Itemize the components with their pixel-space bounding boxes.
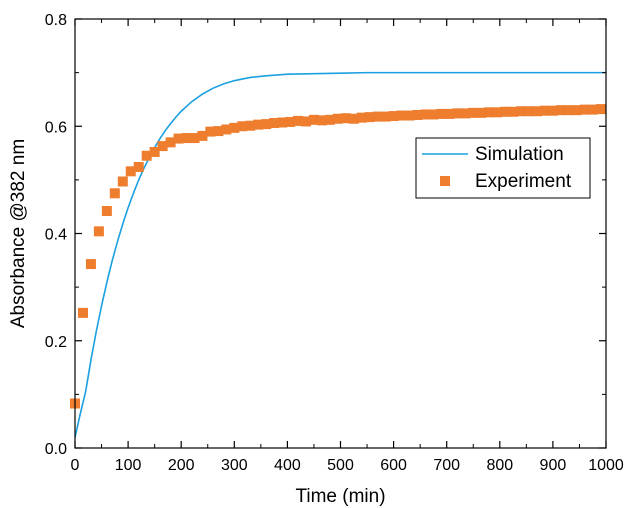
experiment-data-point <box>396 110 407 121</box>
experiment-data-point <box>412 109 423 120</box>
legend-experiment-marker <box>440 176 450 186</box>
x-tick-label: 0 <box>71 457 80 474</box>
experiment-data-point <box>436 108 447 119</box>
experiment-data-point <box>332 113 343 124</box>
experiment-data-point <box>452 108 463 119</box>
experiment-data-point <box>157 141 168 152</box>
experiment-data-point <box>125 166 136 177</box>
legend-experiment-label: Experiment <box>475 171 572 192</box>
experiment-data-point <box>93 226 104 237</box>
experiment-data-point <box>516 106 527 117</box>
experiment-data-point <box>364 112 375 123</box>
experiment-data-point <box>492 107 503 118</box>
experiment-data-point <box>197 130 208 141</box>
x-tick-label: 400 <box>274 457 301 474</box>
experiment-data-point <box>213 126 224 137</box>
experiment-data-point <box>372 111 383 122</box>
experiment-data-point <box>563 105 574 116</box>
experiment-data-point <box>547 105 558 116</box>
experiment-data-point <box>500 106 511 117</box>
simulation-series-line <box>74 71 606 438</box>
experiment-data-point <box>237 121 248 132</box>
experiment-data-point <box>149 146 160 157</box>
experiment-data-point <box>189 133 200 144</box>
x-tick-label: 200 <box>168 457 195 474</box>
x-tick-label: 900 <box>540 457 567 474</box>
experiment-data-point <box>293 115 304 126</box>
experiment-data-point <box>308 114 319 125</box>
legend: Simulation Experiment <box>415 137 591 199</box>
plot-frame <box>74 18 607 449</box>
experiment-data-point <box>181 133 192 144</box>
experiment-data-point <box>269 118 280 129</box>
experiment-data-point <box>133 162 144 172</box>
experiment-data-point <box>579 104 590 115</box>
experiment-data-point <box>85 259 96 270</box>
experiment-data-point <box>484 107 495 118</box>
experiment-data-point <box>356 112 367 123</box>
experiment-data-point <box>340 113 351 124</box>
experiment-data-point <box>221 124 232 135</box>
experiment-data-point <box>101 205 112 216</box>
experiment-data-point <box>77 307 88 318</box>
y-tick-label: 0.4 <box>45 227 67 244</box>
experiment-data-point <box>476 107 487 118</box>
experiment-data-point <box>524 106 534 117</box>
experiment-data-point <box>444 108 455 119</box>
experiment-data-point <box>109 188 120 199</box>
experiment-data-point <box>468 107 479 118</box>
experiment-data-point <box>229 122 240 133</box>
y-tick-label: 0.8 <box>45 12 67 29</box>
experiment-data-point <box>285 116 296 127</box>
experiment-data-point <box>428 109 439 120</box>
plot-marks <box>70 71 606 438</box>
experiment-data-point <box>531 106 542 117</box>
experiment-data-point <box>404 110 415 121</box>
x-axis-title: Time (min) <box>295 486 385 507</box>
x-tick-label: 500 <box>327 457 354 474</box>
experiment-data-point <box>277 117 288 128</box>
x-tick-label: 700 <box>433 457 460 474</box>
y-axis-title: Absorbance @382 nm <box>8 139 29 328</box>
experiment-data-point <box>571 105 582 116</box>
x-tick-label: 600 <box>380 457 407 474</box>
experiment-data-point <box>380 111 391 122</box>
y-tick-label: 0.2 <box>45 334 67 351</box>
experiment-data-point <box>165 137 176 148</box>
experiment-data-point <box>555 105 566 116</box>
experiment-data-point <box>388 111 399 122</box>
legend-simulation-label: Simulation <box>475 144 564 165</box>
experiment-data-point <box>420 109 431 120</box>
experiment-data-point <box>460 108 471 119</box>
experiment-data-point <box>324 114 335 125</box>
x-tick-label: 1000 <box>588 457 624 474</box>
x-tick-label: 100 <box>115 457 142 474</box>
experiment-data-point <box>261 119 272 130</box>
experiment-data-point <box>117 176 128 187</box>
experiment-data-point <box>253 119 264 130</box>
y-tick-label: 0.6 <box>45 119 67 136</box>
experiment-data-point <box>348 113 359 124</box>
experiment-data-point <box>587 104 598 115</box>
experiment-data-point <box>539 105 550 116</box>
experiment-data-point <box>173 133 184 144</box>
y-tick-label: 0.0 <box>45 441 67 458</box>
experiment-data-point <box>300 116 311 127</box>
experiment-data-point <box>141 150 152 161</box>
experiment-data-point <box>595 104 606 115</box>
experiment-data-point <box>245 120 256 131</box>
x-tick-label: 800 <box>486 457 513 474</box>
legend-box <box>415 137 591 199</box>
axis-ticks: 0 100 200 300 400 500 600 700 800 900 1000 0.0 0.2 0.… <box>45 12 624 474</box>
experiment-data-point <box>205 126 216 137</box>
experiment-data-point <box>508 106 519 117</box>
experiment-data-point <box>316 115 327 126</box>
x-tick-label: 300 <box>221 457 248 474</box>
